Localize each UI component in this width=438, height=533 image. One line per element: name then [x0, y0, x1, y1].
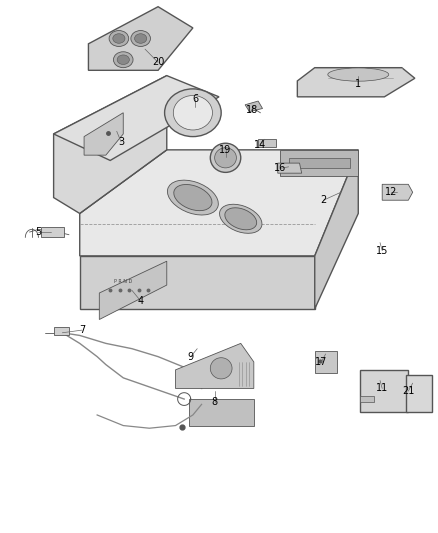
Polygon shape — [297, 68, 415, 97]
Text: 19: 19 — [219, 145, 232, 155]
Polygon shape — [188, 399, 254, 425]
Text: 17: 17 — [315, 357, 328, 367]
Text: 11: 11 — [376, 383, 389, 393]
Text: 2: 2 — [320, 195, 327, 205]
Text: 5: 5 — [35, 227, 42, 237]
Polygon shape — [382, 184, 413, 200]
Ellipse shape — [225, 208, 257, 230]
Polygon shape — [99, 261, 167, 319]
Polygon shape — [315, 351, 336, 373]
Ellipse shape — [210, 358, 232, 379]
Text: 15: 15 — [376, 246, 389, 256]
Polygon shape — [315, 150, 358, 309]
Polygon shape — [53, 76, 167, 214]
Polygon shape — [80, 256, 315, 309]
Ellipse shape — [167, 180, 218, 215]
Text: 14: 14 — [254, 140, 266, 150]
Text: 7: 7 — [79, 325, 85, 335]
Ellipse shape — [173, 95, 212, 130]
Polygon shape — [53, 327, 69, 335]
Text: 6: 6 — [192, 94, 198, 104]
Polygon shape — [289, 158, 350, 168]
Text: 20: 20 — [152, 58, 164, 67]
Text: P R N D: P R N D — [114, 279, 132, 285]
Polygon shape — [176, 343, 254, 389]
Text: 4: 4 — [138, 296, 144, 306]
Polygon shape — [41, 227, 64, 237]
Polygon shape — [360, 370, 408, 413]
Ellipse shape — [117, 55, 129, 64]
Ellipse shape — [174, 184, 212, 211]
Text: 12: 12 — [385, 187, 397, 197]
Polygon shape — [53, 76, 219, 160]
Polygon shape — [278, 163, 302, 173]
Text: 8: 8 — [212, 397, 218, 407]
Ellipse shape — [113, 52, 133, 68]
Text: 16: 16 — [274, 164, 286, 173]
Ellipse shape — [328, 68, 389, 81]
Text: 3: 3 — [118, 137, 124, 147]
Text: 18: 18 — [246, 105, 258, 115]
Polygon shape — [84, 113, 123, 155]
Text: 9: 9 — [187, 352, 194, 361]
Ellipse shape — [165, 89, 221, 136]
Text: 1: 1 — [355, 78, 361, 88]
Ellipse shape — [219, 204, 262, 233]
Polygon shape — [280, 150, 358, 176]
Ellipse shape — [109, 30, 129, 46]
Ellipse shape — [131, 30, 150, 46]
Polygon shape — [360, 397, 374, 402]
Ellipse shape — [215, 148, 237, 168]
Ellipse shape — [113, 34, 125, 43]
Ellipse shape — [210, 143, 241, 172]
Polygon shape — [80, 150, 358, 256]
Polygon shape — [88, 7, 193, 70]
Ellipse shape — [134, 34, 147, 43]
Polygon shape — [245, 101, 262, 112]
Polygon shape — [258, 139, 276, 147]
Text: 21: 21 — [402, 386, 414, 396]
Polygon shape — [406, 375, 432, 413]
